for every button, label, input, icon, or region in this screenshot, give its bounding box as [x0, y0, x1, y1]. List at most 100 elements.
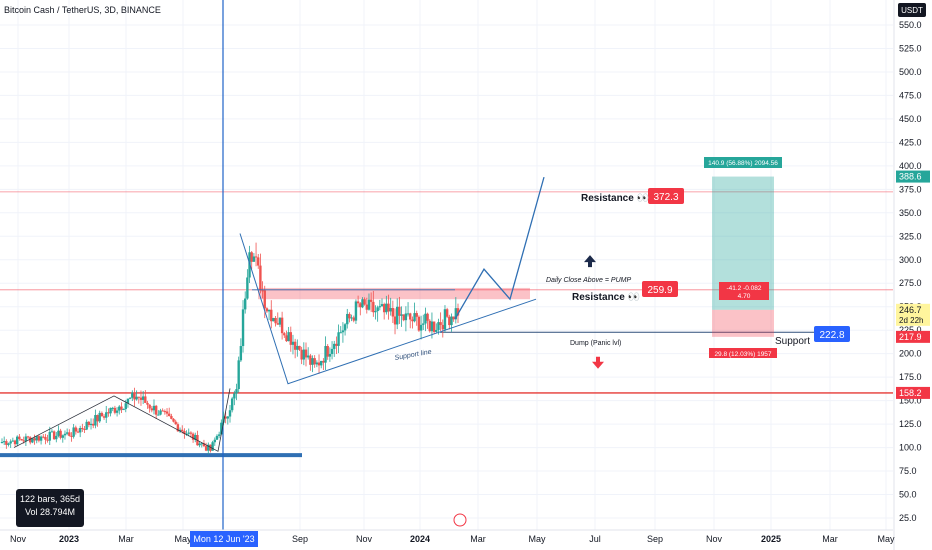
candle-body — [176, 424, 180, 432]
candle-body — [87, 421, 91, 426]
candle — [230, 396, 234, 413]
candle — [376, 305, 379, 322]
time-tick-label: Nov — [10, 534, 27, 544]
time-tick-label: Sep — [292, 534, 308, 544]
candle — [285, 330, 288, 343]
candle-body — [356, 301, 360, 304]
candle-body — [450, 316, 453, 326]
candle-body — [263, 290, 266, 309]
candle-body — [293, 341, 297, 350]
candle — [204, 442, 208, 452]
candle-body — [406, 313, 410, 315]
candle-body — [122, 409, 125, 411]
candle-body — [31, 438, 34, 443]
candle-body — [174, 421, 177, 425]
candle — [194, 432, 197, 443]
candle — [198, 441, 201, 448]
time-tick-label: May — [174, 534, 192, 544]
candle-body — [259, 265, 262, 291]
candle — [48, 426, 51, 446]
candle-body — [144, 396, 147, 403]
candle-body — [46, 439, 49, 441]
candle — [26, 435, 30, 440]
candle — [55, 432, 58, 443]
time-tick-label: Nov — [356, 534, 373, 544]
candle-body — [29, 437, 32, 443]
candle — [163, 409, 167, 415]
candle-body — [150, 408, 154, 411]
axis-price-tag — [896, 170, 930, 183]
measure-mid-label-2: 4.70 — [738, 293, 751, 300]
time-tick-label: Jul — [589, 534, 601, 544]
candle — [76, 428, 80, 434]
candle-body — [5, 441, 8, 445]
candle-body — [393, 316, 397, 325]
candle — [98, 410, 101, 423]
price-tick-label: 175.0 — [899, 372, 922, 382]
candle — [346, 308, 349, 329]
candle-body — [411, 319, 414, 322]
candle — [113, 405, 117, 415]
price-tick-label: 125.0 — [899, 419, 922, 429]
candle-body — [178, 429, 182, 432]
candle-body — [61, 435, 64, 438]
event-flag-icon[interactable] — [453, 513, 467, 527]
measure-top-label: 140.9 (56.88%) 2094.56 — [708, 160, 778, 167]
candle-body — [302, 349, 306, 360]
candle-body — [52, 431, 56, 440]
candle-body — [100, 412, 104, 417]
candle — [128, 397, 132, 400]
candle — [315, 360, 319, 368]
candle — [374, 305, 377, 320]
currency-badge-label: USDT — [901, 6, 923, 15]
axis-price-tag-label: 246.7 — [899, 305, 922, 315]
candle — [39, 435, 43, 445]
candle-body — [42, 436, 45, 438]
candle — [287, 326, 290, 342]
candle-body — [313, 358, 316, 365]
candle-body — [309, 355, 312, 365]
candle — [448, 314, 451, 330]
candle-body — [115, 410, 119, 413]
candle-body — [254, 256, 258, 258]
candle — [9, 439, 12, 448]
candle — [11, 437, 15, 442]
candle-body — [267, 309, 271, 312]
candle-body — [44, 437, 47, 440]
axis-price-tag — [896, 386, 930, 399]
candle-body — [37, 436, 41, 441]
candle-body — [148, 404, 151, 409]
candle-body — [363, 299, 366, 305]
price-tick-label: 500.0 — [899, 67, 922, 77]
measure-top-box — [704, 157, 782, 168]
candle-body — [241, 309, 245, 347]
time-axis[interactable]: Nov 2023 Mar May Sep Nov 2024 Mar May Jul Sep Nov 20… — [0, 529, 895, 547]
axis-price-tag-label: 217.9 — [899, 332, 922, 342]
candle-body — [213, 439, 216, 443]
drawings — [13, 176, 604, 527]
currency-badge[interactable] — [898, 3, 926, 17]
projection-path — [454, 176, 545, 320]
candle-body — [280, 317, 284, 334]
candle-body — [391, 308, 395, 317]
candle-body — [133, 392, 136, 400]
price-axis[interactable]: 25.0 50.0 75.0 100.0 125.0 150.0 175.0 200.0 225… — [893, 0, 932, 550]
candle — [270, 300, 273, 329]
dump-label: Dump (Panic lvl) — [570, 340, 621, 347]
cursor-date-tag[interactable] — [190, 531, 258, 547]
candle-body — [141, 396, 145, 400]
candle — [122, 408, 125, 411]
candle — [131, 390, 134, 402]
candle — [311, 355, 314, 373]
candle — [419, 315, 423, 340]
candle-body — [65, 432, 69, 434]
candle — [454, 297, 458, 324]
candle-body — [146, 402, 149, 405]
candle-body — [33, 438, 36, 441]
candle — [417, 315, 421, 332]
candle-body — [369, 299, 373, 302]
candle-body — [157, 414, 160, 416]
candle-body — [315, 362, 319, 365]
candle — [280, 311, 284, 340]
